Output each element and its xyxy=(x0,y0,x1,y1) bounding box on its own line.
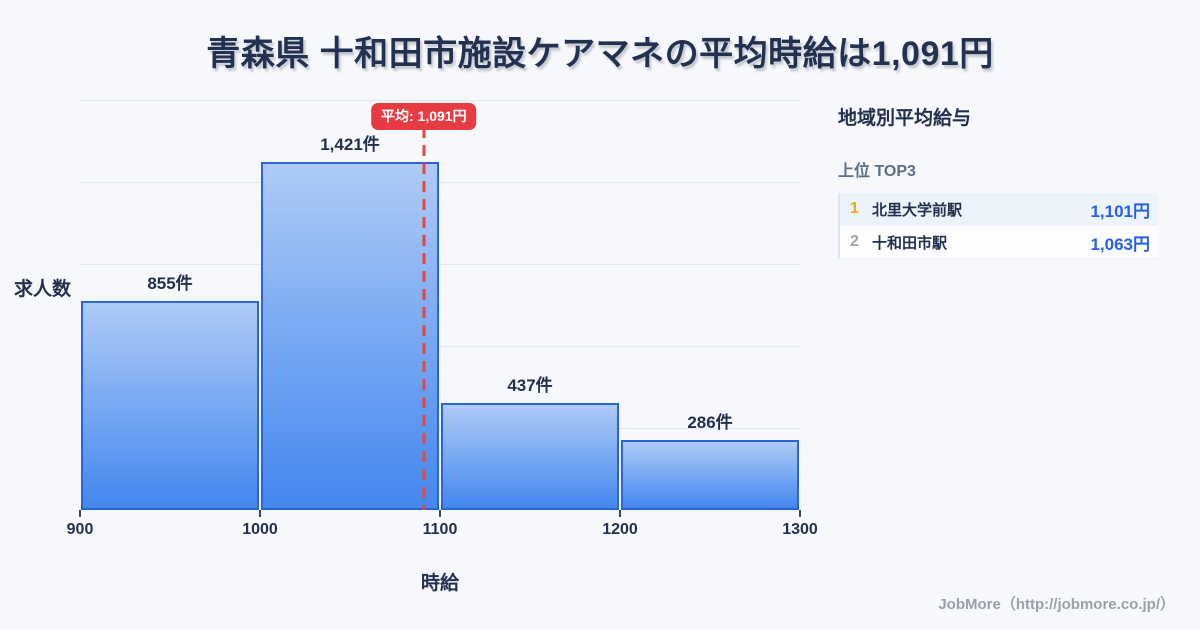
footer-credit: JobMore（http://jobmore.co.jp/） xyxy=(938,596,1175,613)
axis-tick-label: 1300 xyxy=(782,521,818,538)
axis-tick xyxy=(79,510,81,517)
histogram-bar xyxy=(261,162,439,510)
sidebar: 地域別平均給与 上位 TOP3 1 北里大学前駅 1,101円 2 十和田市駅 … xyxy=(838,103,1158,259)
bar-value-label: 437件 xyxy=(507,376,553,396)
axis-tick xyxy=(799,510,801,517)
y-axis-label: 求人数 xyxy=(14,279,72,300)
x-axis-label: 時給 xyxy=(420,573,460,594)
axis-tick xyxy=(259,510,261,517)
sidebar-subheading: 上位 TOP3 xyxy=(838,163,916,180)
axis-tick-label: 900 xyxy=(66,521,94,538)
wage-value: 1,063円 xyxy=(1090,234,1150,254)
plot-area: 平均: 1,091円 855件 1,421件 437件 286件 xyxy=(80,100,800,510)
station-name: 十和田市駅 xyxy=(872,234,948,252)
rank-number: 2 xyxy=(850,233,859,250)
ranking-row-2: 2 十和田市駅 1,063円 xyxy=(840,226,1158,259)
gridline xyxy=(80,264,800,265)
axis-tick-label: 1200 xyxy=(602,521,638,538)
gridline xyxy=(80,428,800,429)
gridline xyxy=(80,100,800,101)
average-badge: 平均: 1,091円 xyxy=(371,103,477,130)
histogram-bar xyxy=(621,440,799,510)
histogram-bar xyxy=(441,403,619,510)
average-line xyxy=(422,127,426,510)
bar-value-label: 286件 xyxy=(687,413,733,432)
gridline xyxy=(80,346,800,347)
axis-tick xyxy=(439,510,441,517)
histogram-bar xyxy=(81,300,259,510)
station-name: 北里大学前駅 xyxy=(872,201,963,219)
axis-tick-label: 1000 xyxy=(242,521,278,538)
page-title: 青森県 十和田市施設ケアマネの平均時給は1,091円 xyxy=(206,35,994,73)
bar-value-label: 1,421件 xyxy=(320,135,380,155)
wage-value: 1,101円 xyxy=(1090,201,1150,221)
bar-value-label: 855件 xyxy=(147,273,193,293)
sidebar-heading: 地域別平均給与 xyxy=(838,108,972,129)
ranking-table: 1 北里大学前駅 1,101円 2 十和田市駅 1,063円 xyxy=(838,193,1158,259)
ranking-row-1: 1 北里大学前駅 1,101円 xyxy=(840,193,1158,226)
x-axis: 900 1000 1100 1200 1300 xyxy=(67,510,818,550)
axis-tick xyxy=(619,510,621,517)
gridline xyxy=(80,182,800,183)
axis-tick-label: 1100 xyxy=(422,521,458,538)
rank-number: 1 xyxy=(850,200,859,217)
